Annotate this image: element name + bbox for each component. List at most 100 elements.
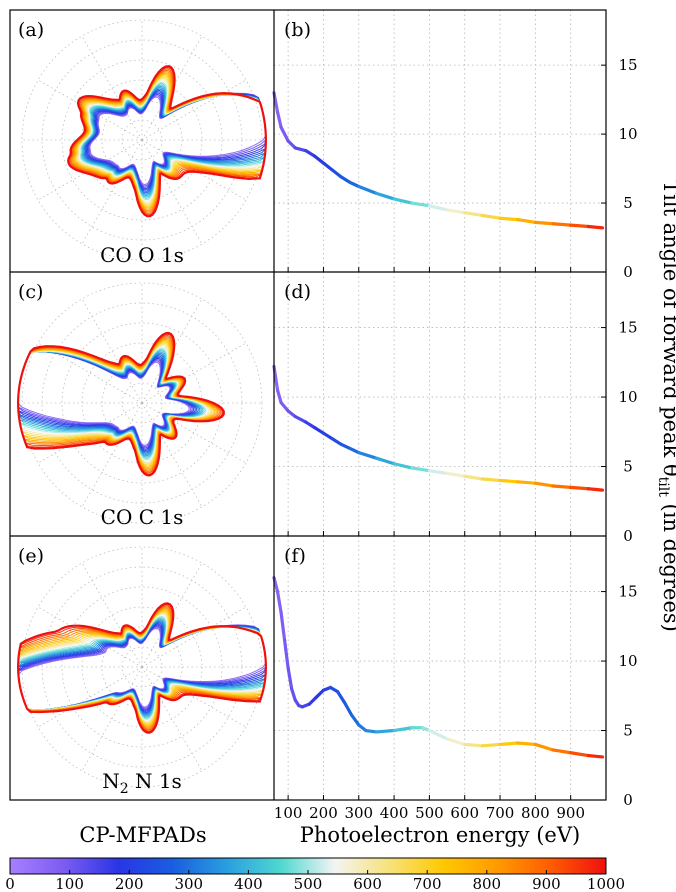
colorbar-tick-label: 1000 bbox=[587, 875, 625, 892]
polar-grid-spoke bbox=[81, 298, 143, 404]
tilt-curve-segment bbox=[480, 742, 502, 748]
y-tick-label: 10 bbox=[618, 125, 637, 143]
x-tick-label: 600 bbox=[450, 804, 479, 822]
tilt-curve-segment bbox=[275, 589, 283, 615]
polar-grid-ring bbox=[121, 382, 163, 424]
polar-grid-ring bbox=[21, 546, 263, 788]
x-tick-label: 100 bbox=[274, 804, 303, 822]
tilt-curve-segment bbox=[286, 666, 294, 691]
tilt-curve-segment bbox=[533, 742, 555, 752]
mfpad-curve bbox=[16, 331, 225, 477]
polar-grid-ring bbox=[21, 19, 263, 261]
molecule-label-co-o: CO O 1s bbox=[100, 243, 184, 267]
tilt-curve-segment bbox=[348, 446, 361, 455]
polar-plot bbox=[16, 546, 268, 788]
tilt-curve-segment bbox=[282, 638, 290, 670]
polar-grid-spoke bbox=[141, 139, 203, 245]
tilt-curve-segment bbox=[569, 485, 590, 491]
y-tick-label: 5 bbox=[623, 194, 633, 212]
colorbar-tick-label: 200 bbox=[115, 875, 144, 892]
tilt-curve-segment bbox=[314, 688, 326, 699]
tilt-curve-segment bbox=[445, 208, 467, 215]
tilt-curve-segment bbox=[498, 478, 520, 484]
polar-grid-spoke bbox=[81, 666, 143, 772]
x-tick-label: 700 bbox=[486, 804, 515, 822]
tilt-curve-segment bbox=[279, 610, 287, 642]
tilt-curve-segment bbox=[304, 420, 317, 430]
tilt-curve-segment bbox=[586, 224, 605, 230]
y-tick-label: 0 bbox=[623, 791, 633, 809]
polar-plot bbox=[21, 19, 268, 261]
polar-plot bbox=[16, 282, 263, 524]
tilt-curve-segment bbox=[330, 168, 343, 179]
tilt-curve-segment bbox=[516, 741, 537, 747]
tilt-curve-segment bbox=[516, 480, 537, 485]
tilt-curve-segment bbox=[463, 211, 484, 218]
polar-grid-ring bbox=[121, 646, 163, 688]
tilt-curve-segment bbox=[463, 474, 484, 481]
tilt-curve-segment bbox=[445, 471, 467, 478]
line-panel: 0 5 10 15 100 200 300 400 500 600 700 800 900 bbox=[272, 536, 638, 822]
colorbar-tick-label: 500 bbox=[294, 875, 323, 892]
tilt-curve-segment bbox=[586, 753, 605, 759]
tilt-curve-segment bbox=[293, 146, 308, 153]
polar-grid-spoke bbox=[141, 666, 247, 728]
tilt-curve-segment bbox=[445, 737, 467, 747]
tilt-curve-segment bbox=[551, 222, 573, 227]
polar-grid-ring bbox=[121, 119, 163, 161]
molecule-label-co-c: CO C 1s bbox=[101, 505, 184, 529]
colorbar-tick-label: 300 bbox=[174, 875, 203, 892]
tilt-curve-segment bbox=[313, 426, 326, 435]
y-tick-label: 10 bbox=[618, 388, 637, 406]
polar-panels bbox=[16, 19, 268, 788]
tilt-curve-segment bbox=[463, 742, 484, 748]
polar-grid-ring bbox=[101, 99, 183, 181]
tilt-curve-segment bbox=[343, 701, 354, 717]
polar-grid-spoke bbox=[37, 666, 143, 728]
panel-label-e: (e) bbox=[18, 545, 44, 567]
polar-grid-spoke bbox=[141, 606, 247, 668]
tilt-curve-segment bbox=[275, 388, 283, 405]
tilt-curve-segment bbox=[427, 469, 449, 476]
tilt-curve-segment bbox=[321, 161, 334, 172]
tilt-curve-segment bbox=[392, 726, 414, 733]
tilt-curve-segment bbox=[339, 442, 352, 451]
tilt-curve-segment bbox=[498, 741, 520, 747]
polar-grid-spoke bbox=[141, 79, 247, 141]
colorbar-tick-label: 100 bbox=[55, 875, 84, 892]
y-tick-label: 15 bbox=[618, 583, 637, 601]
y-tick-label: 0 bbox=[623, 263, 633, 281]
tilt-curve-segment bbox=[293, 414, 308, 424]
mfpad-curve bbox=[67, 65, 268, 218]
panel-labels: (a) (b) (c) (d) (e) (f) CO O 1s CO C 1s … bbox=[18, 19, 676, 847]
polar-grid-spoke bbox=[141, 139, 247, 201]
polar-grid-ring bbox=[101, 362, 183, 444]
y-tick-label: 10 bbox=[618, 652, 637, 670]
tilt-curve-segment bbox=[427, 204, 449, 212]
polar-caption: CP-MFPADs bbox=[79, 823, 206, 847]
colorbar-tick-label: 0 bbox=[5, 875, 15, 892]
tilt-curve-segment bbox=[279, 401, 290, 413]
tilt-curve-segment bbox=[374, 728, 396, 734]
tilt-curve-segment bbox=[374, 191, 396, 201]
colorbar-ticks: 0 100 200 300 400 500 600 700 800 900 1000 bbox=[5, 870, 625, 892]
tilt-curve-segment bbox=[569, 223, 590, 229]
y-tick-label: 0 bbox=[623, 527, 633, 545]
polar-grid-spoke bbox=[141, 666, 203, 772]
colorbar: 0 100 200 300 400 500 600 700 800 900 1000 bbox=[5, 857, 625, 892]
polar-grid-spoke bbox=[141, 402, 247, 464]
x-tick-label: 400 bbox=[380, 804, 409, 822]
x-tick-label: 500 bbox=[415, 804, 444, 822]
polar-grid-spoke bbox=[141, 342, 247, 404]
polar-grid-spoke bbox=[81, 35, 143, 141]
polar-grid-spoke bbox=[81, 139, 143, 245]
tilt-curve-segment bbox=[313, 154, 326, 165]
tilt-curve-segment bbox=[392, 462, 414, 470]
y-tick-label: 5 bbox=[623, 722, 633, 740]
polar-grid-ring bbox=[61, 322, 223, 484]
tilt-curve-segment bbox=[533, 220, 555, 226]
panel-label-a: (a) bbox=[18, 19, 44, 41]
mfpad-curve bbox=[16, 602, 268, 734]
figure-frame bbox=[9, 9, 607, 801]
